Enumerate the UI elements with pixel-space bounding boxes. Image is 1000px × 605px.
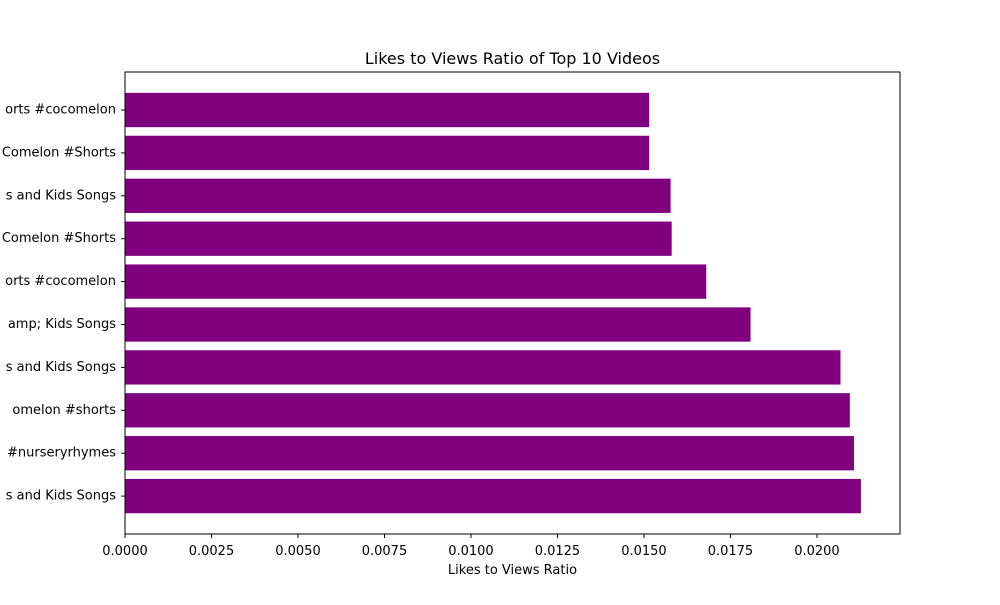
- chart-title: Likes to Views Ratio of Top 10 Videos: [365, 49, 660, 68]
- bar-6: [125, 307, 751, 342]
- bar-9: [125, 436, 854, 471]
- y-tick-label-2: Comelon #Shorts: [2, 145, 116, 160]
- axes-frame: [124, 71, 901, 535]
- y-tick-label-10: s and Kids Songs: [6, 489, 116, 504]
- x-axis-ticks: 0.0000 0.0025 0.0050 0.0075 0.0100 0.0125 0.01…: [102, 534, 840, 559]
- bar-2: [125, 135, 650, 171]
- x-tick-label-6: 0.0125: [535, 544, 581, 559]
- bar-3: [125, 178, 671, 213]
- x-tick-label-3: 0.0050: [275, 544, 321, 559]
- bars-group: [125, 92, 861, 514]
- y-tick-label-3: s and Kids Songs: [6, 188, 116, 203]
- bar-5: [125, 264, 707, 299]
- y-tick-label-5: orts #cocomelon: [5, 274, 116, 289]
- x-tick-label-1: 0.0000: [102, 544, 148, 559]
- x-tick-label-8: 0.0175: [708, 544, 754, 559]
- bar-10: [125, 478, 861, 514]
- x-tick-label-4: 0.0075: [362, 544, 408, 559]
- bar-1: [125, 92, 650, 128]
- y-tick-label-1: orts #cocomelon: [5, 103, 116, 118]
- x-tick-label-9: 0.0200: [794, 544, 840, 559]
- x-tick-label-2: 0.0025: [189, 544, 235, 559]
- bar-8: [125, 393, 850, 428]
- x-axis-label: Likes to Views Ratio: [448, 563, 577, 578]
- y-tick-label-9: #nurseryrhymes: [7, 446, 116, 461]
- x-tick-label-7: 0.0150: [621, 544, 667, 559]
- y-tick-label-8: omelon #shorts: [12, 403, 116, 418]
- x-tick-label-5: 0.0100: [448, 544, 494, 559]
- y-tick-label-6: amp; Kids Songs: [8, 317, 116, 332]
- y-tick-label-4: Comelon #Shorts: [2, 231, 116, 246]
- bar-4: [125, 221, 672, 256]
- y-axis-ticks: orts #cocomelon Comelon #Shorts s and Kids…: [2, 103, 125, 504]
- bar-7: [125, 350, 841, 385]
- y-tick-label-7: s and Kids Songs: [6, 360, 116, 375]
